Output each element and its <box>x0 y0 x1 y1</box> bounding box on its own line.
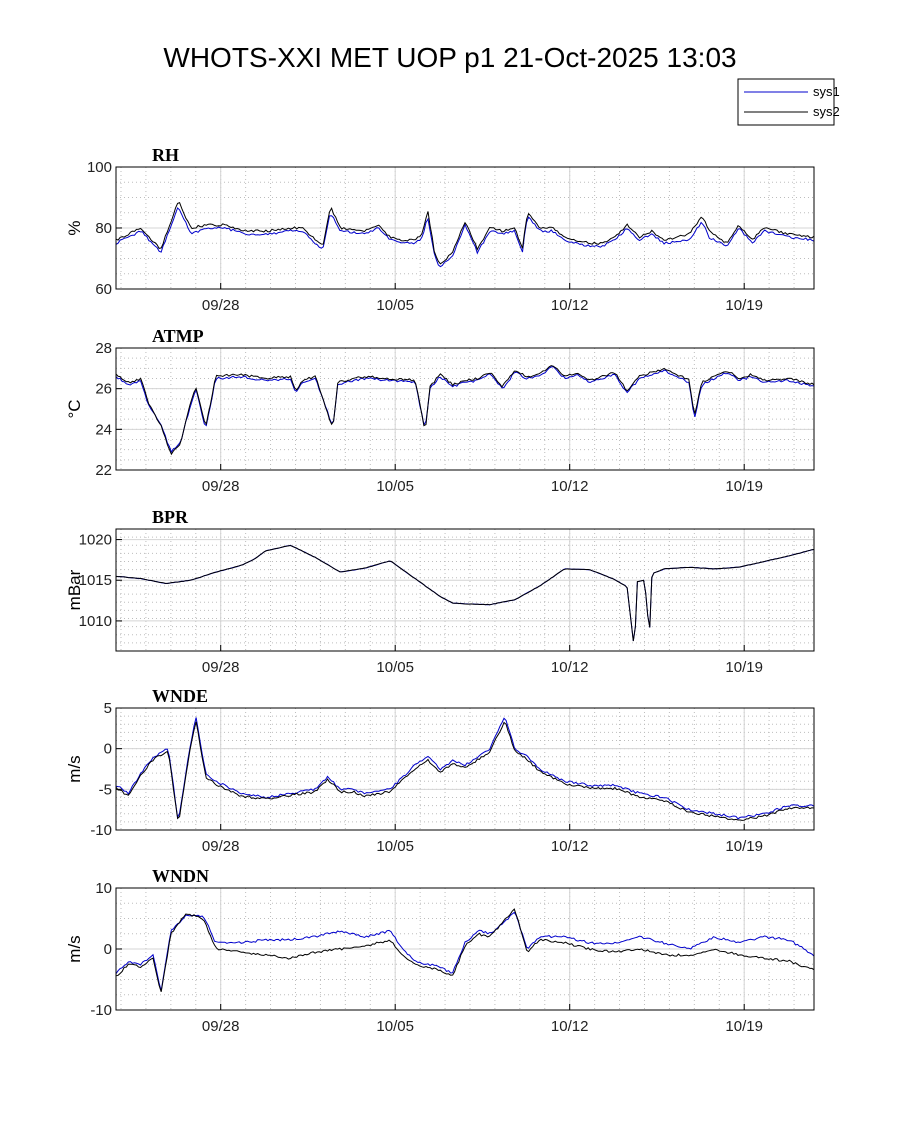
y-tick-label: 80 <box>95 220 112 237</box>
series-sys1-wndn <box>115 911 815 991</box>
y-tick-label: -10 <box>90 822 112 839</box>
series-sys1-atmp <box>115 366 815 454</box>
x-tick-label: 10/05 <box>376 838 414 855</box>
figure-title: WHOTS-XXI MET UOP p1 21-Oct-2025 13:03 <box>163 42 736 73</box>
y-tick-label: 60 <box>95 281 112 298</box>
axes-frame-wnde <box>115 707 815 831</box>
x-tick-label: 10/12 <box>551 1018 589 1035</box>
series-sys2-atmp <box>115 365 815 456</box>
x-tick-label: 09/28 <box>202 838 240 855</box>
y-axis-label-wndn: m/s <box>65 935 84 962</box>
y-tick-label: 0 <box>104 741 112 758</box>
y-axis-label-bpr: mBar <box>65 569 84 610</box>
axes-frame-atmp <box>115 347 815 471</box>
y-tick-label: -10 <box>90 1002 112 1019</box>
series-sys1-wnde <box>115 717 815 820</box>
x-tick-label: 10/05 <box>376 478 414 495</box>
x-tick-label: 09/28 <box>202 478 240 495</box>
y-tick-label: 5 <box>104 700 112 717</box>
x-tick-label: 10/19 <box>725 297 763 314</box>
x-tick-label: 10/05 <box>376 297 414 314</box>
x-tick-label: 10/12 <box>551 838 589 855</box>
y-axis-label-wnde: m/s <box>65 755 84 782</box>
y-axis-label-rh: % <box>65 220 84 235</box>
x-tick-label: 09/28 <box>202 1018 240 1035</box>
series-sys1-rh <box>115 207 815 268</box>
y-tick-label: 10 <box>95 880 112 897</box>
y-tick-label: 26 <box>95 381 112 398</box>
panel-rh: 60 80 100 09/28 10/05 10/12 10/19 RH% <box>65 145 815 314</box>
y-tick-label: 24 <box>95 421 112 438</box>
x-tick-label: 10/05 <box>376 1018 414 1035</box>
panel-title-rh: RH <box>152 145 179 165</box>
x-tick-label: 10/19 <box>725 478 763 495</box>
y-tick-label: 1010 <box>79 613 112 630</box>
panel-bpr: 1010 1015 1020 09/28 10/05 10/12 10/19 BPR mBar <box>65 507 815 676</box>
legend-box <box>737 78 835 126</box>
x-tick-label: 10/12 <box>551 478 589 495</box>
x-tick-label: 09/28 <box>202 297 240 314</box>
series-sys2-wnde <box>115 721 815 821</box>
panel-title-bpr: BPR <box>152 507 189 527</box>
series-sys2-rh <box>115 201 815 265</box>
y-tick-label: -5 <box>99 781 112 798</box>
y-tick-label: 100 <box>87 159 112 176</box>
plot-area-bpr <box>116 529 814 651</box>
panel-title-wndn: WNDN <box>152 866 209 886</box>
y-tick-label: 28 <box>95 340 112 357</box>
panel-title-atmp: ATMP <box>152 326 204 346</box>
y-tick-label: 0 <box>104 941 112 958</box>
legend: sys1 sys2 <box>737 78 840 126</box>
panel-atmp: 22 24 26 28 09/28 10/05 10/12 10/19 ATMP °C <box>65 326 815 495</box>
x-tick-label: 10/12 <box>551 297 589 314</box>
y-axis-label-atmp: °C <box>65 399 84 418</box>
legend-label-sys1: sys1 <box>813 84 840 99</box>
series-sys2-bpr <box>115 544 815 642</box>
plot-area-wnde <box>116 708 814 830</box>
x-tick-label: 09/28 <box>202 659 240 676</box>
y-tick-label: 22 <box>95 462 112 479</box>
panel-wnde: -10 -5 0 5 09/28 10/05 10/12 10/19 WNDE m/s <box>65 686 815 855</box>
y-tick-label: 1015 <box>79 572 112 589</box>
series-sys2-wndn <box>115 908 815 992</box>
x-tick-label: 10/19 <box>725 1018 763 1035</box>
panel-title-wnde: WNDE <box>152 686 208 706</box>
panel-wndn: -10 0 10 09/28 10/05 10/12 10/19 WNDN m/s <box>65 866 815 1035</box>
legend-label-sys2: sys2 <box>813 104 840 119</box>
x-tick-label: 10/19 <box>725 659 763 676</box>
x-tick-label: 10/19 <box>725 838 763 855</box>
x-tick-label: 10/12 <box>551 659 589 676</box>
y-tick-label: 1020 <box>79 532 112 549</box>
axes-frame-bpr <box>115 528 815 652</box>
x-tick-label: 10/05 <box>376 659 414 676</box>
